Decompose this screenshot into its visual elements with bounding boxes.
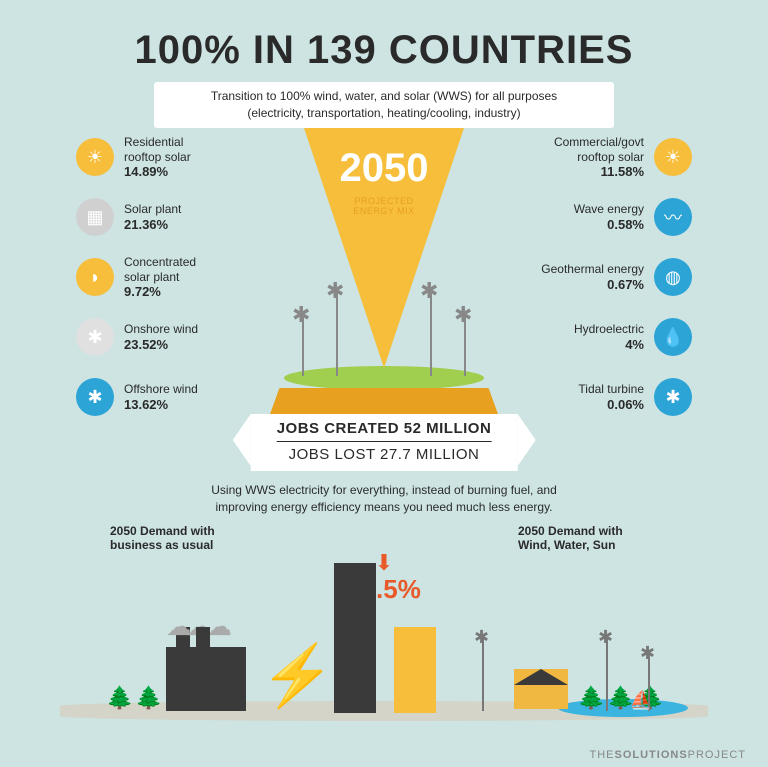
energy-value: 21.36% (124, 217, 181, 232)
demand-bar-small (394, 627, 436, 713)
cone-label: PROJECTED ENERGY MIX (274, 196, 494, 216)
energy-value: 0.58% (574, 217, 644, 232)
energy-item: ☀ Residential rooftop solar14.89% (76, 134, 276, 180)
energy-value: 0.67% (541, 277, 644, 292)
energy-icon: ◗ (76, 258, 114, 296)
energy-icon: 〰 (654, 198, 692, 236)
energy-value: 13.62% (124, 397, 198, 412)
energy-item: ▦ Solar plant21.36% (76, 194, 276, 240)
energy-label: Geothermal energy (541, 262, 644, 276)
energy-item: 💧 Hydroelectric4% (492, 314, 692, 360)
wws-description: Using WWS electricity for everything, in… (164, 482, 604, 516)
energy-icon: ☀ (654, 138, 692, 176)
house-icon (514, 669, 568, 709)
boat-icon: ⛵ (630, 690, 652, 711)
pylon-icon: ⚡ (260, 640, 335, 711)
energy-item: 〰 Wave energy0.58% (492, 194, 692, 240)
energy-label: Onshore wind (124, 322, 198, 336)
jobs-lost: JOBS LOST 27.7 MILLION (277, 446, 492, 463)
energy-icon: ◍ (654, 258, 692, 296)
energy-label: Wave energy (574, 202, 644, 216)
turbine-icon (464, 316, 466, 376)
energy-label: Offshore wind (124, 382, 198, 396)
demand-label-left: 2050 Demand with business as usual (110, 524, 270, 552)
energy-mix-left: ☀ Residential rooftop solar14.89% ▦ Solar p… (76, 134, 276, 434)
energy-value: 23.52% (124, 337, 198, 352)
logo: THESOLUTIONSPROJECT (589, 749, 746, 761)
energy-item: ◗ Concentrated solar plant9.72% (76, 254, 276, 300)
trees-icon: 🌲🌲🌲 (578, 685, 666, 711)
energy-value: 14.89% (124, 164, 191, 179)
energy-label: Hydroelectric (574, 322, 644, 336)
energy-item: ☀ Commercial/govt rooftop solar11.58% (492, 134, 692, 180)
energy-icon: ▦ (76, 198, 114, 236)
energy-value: 4% (574, 337, 644, 352)
energy-label: Residential rooftop solar (124, 135, 191, 164)
energy-icon: ✱ (654, 378, 692, 416)
demand-label-right: 2050 Demand with Wind, Water, Sun (518, 524, 678, 552)
headline: 100% IN 139 COUNTRIES (0, 28, 768, 73)
energy-label: Solar plant (124, 202, 181, 216)
energy-icon: ✱ (76, 318, 114, 356)
infographic-canvas: 100% IN 139 COUNTRIES Transition to 100%… (0, 0, 768, 767)
energy-value: 9.72% (124, 284, 196, 299)
jobs-box: JOBS CREATED 52 MILLION JOBS LOST 27.7 M… (251, 414, 518, 471)
factory-icon: ☁☁☁ (166, 647, 246, 711)
cone-year: 2050 (274, 146, 494, 191)
energy-value: 0.06% (578, 397, 644, 412)
ground-oval (284, 366, 484, 390)
energy-item: ✱ Onshore wind23.52% (76, 314, 276, 360)
bottom-scene: ☁☁☁ ⚡ 🌲🌲 🌲🌲🌲 ⛵ (60, 561, 708, 731)
energy-icon: ☀ (76, 138, 114, 176)
jobs-created: JOBS CREATED 52 MILLION (277, 420, 492, 442)
energy-icon: 💧 (654, 318, 692, 356)
energy-value: 11.58% (554, 164, 644, 179)
energy-label: Concentrated solar plant (124, 255, 196, 284)
energy-icon: ✱ (76, 378, 114, 416)
center-graphic: 2050 PROJECTED ENERGY MIX (274, 128, 494, 418)
energy-label: Commercial/govt rooftop solar (554, 135, 644, 164)
energy-mix-right: ☀ Commercial/govt rooftop solar11.58% 〰 Wav… (492, 134, 692, 434)
subtitle-box: Transition to 100% wind, water, and sola… (154, 82, 614, 128)
turbine-icon (606, 639, 608, 711)
trees-icon: 🌲🌲 (106, 685, 165, 711)
turbine-icon (482, 639, 484, 711)
energy-item: ◍ Geothermal energy0.67% (492, 254, 692, 300)
energy-label: Tidal turbine (578, 382, 644, 396)
demand-bar-big (334, 563, 376, 713)
